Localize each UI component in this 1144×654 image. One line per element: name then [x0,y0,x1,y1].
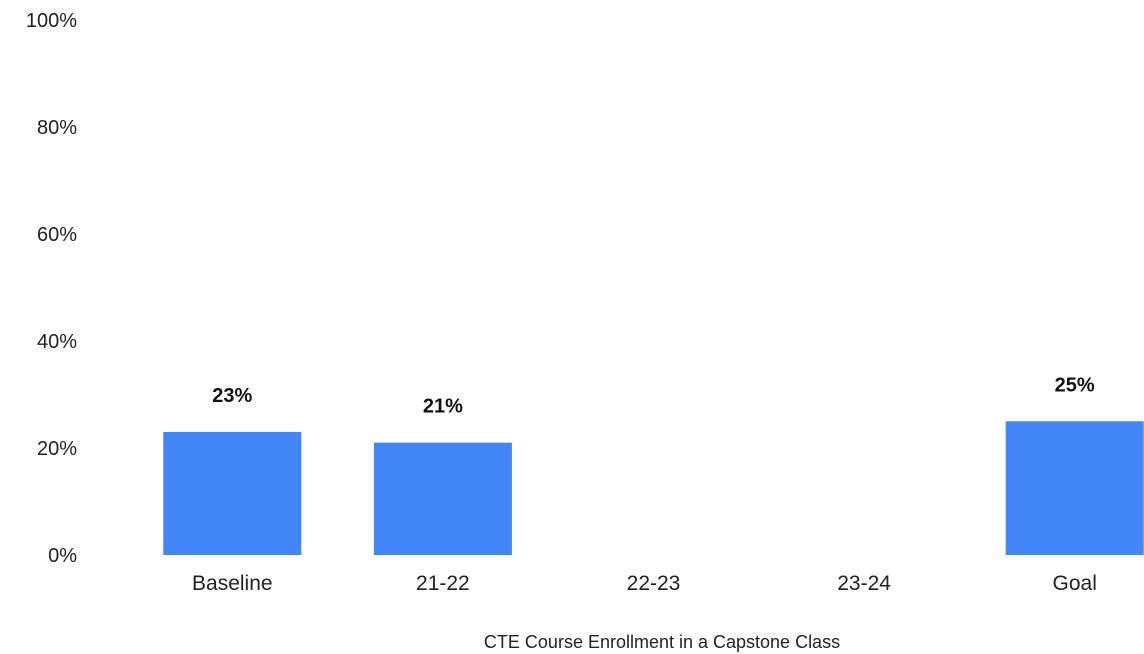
y-tick-label: 100% [26,10,77,32]
x-axis: Baseline 21-22 22-23 23-24 Goal [192,572,1097,595]
bar [163,431,302,555]
x-axis-title: CTE Course Enrollment in a Capstone Clas… [484,632,840,652]
y-tick-label: 60% [37,224,77,246]
data-labels: 23% 21% 25% [212,374,1095,417]
x-tick-label: 22-23 [627,572,681,595]
data-label: 25% [1055,374,1095,396]
data-label: 23% [212,385,252,407]
data-label: 21% [423,396,463,418]
bar [373,442,512,555]
x-tick-label: 21-22 [416,572,470,595]
x-tick-label: 23-24 [837,572,891,595]
y-axis: 0% 20% 40% 60% 80% 100% [26,10,77,567]
x-tick-label: Goal [1053,572,1097,595]
x-tick-label: Baseline [192,572,273,595]
y-tick-label: 20% [37,438,77,460]
bar [1005,421,1144,555]
y-tick-label: 0% [48,545,77,567]
y-tick-label: 80% [37,117,77,139]
y-tick-label: 40% [37,331,77,353]
bars [163,421,1144,555]
